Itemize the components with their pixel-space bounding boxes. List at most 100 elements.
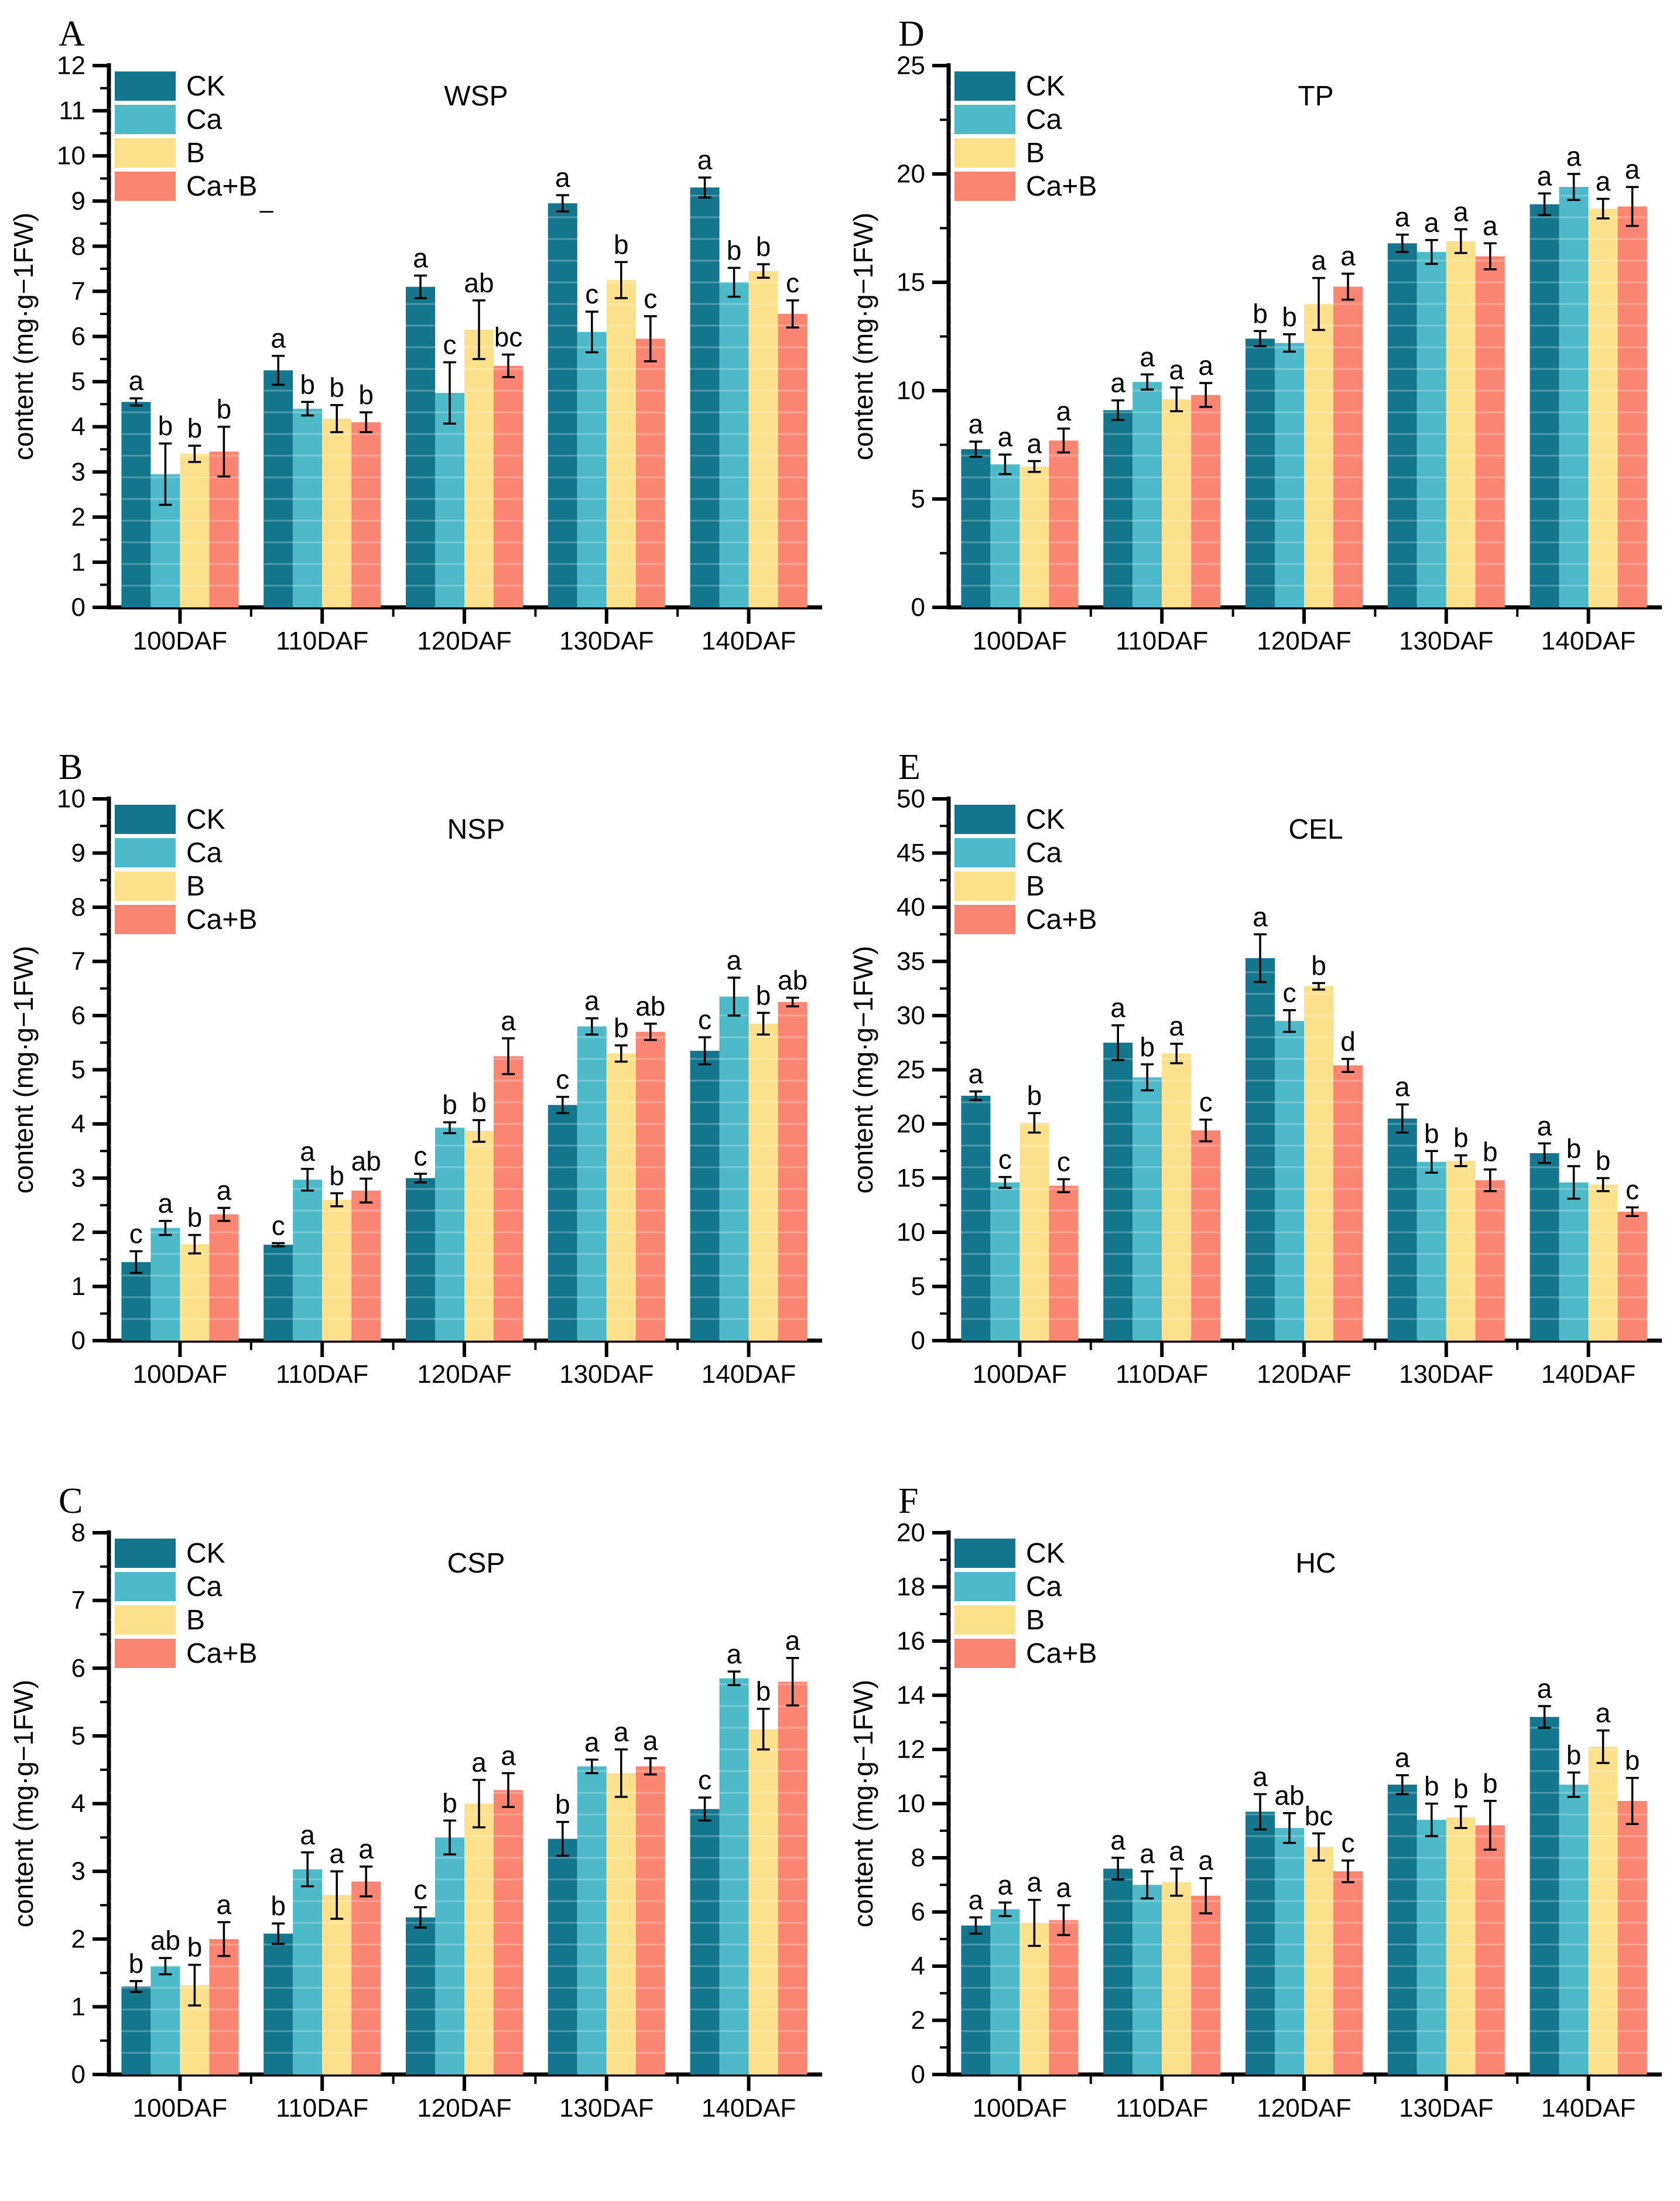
y-tick-label: 14 [897, 1681, 925, 1710]
bar-Ca-110DAF [293, 1869, 323, 2074]
bar-Ca+B-100DAF [209, 1939, 239, 2074]
bar-Ca-130DAF [1416, 1161, 1446, 1341]
error-bars [129, 976, 799, 1274]
x-tick-label: 120DAF [417, 627, 511, 655]
legend-swatch-B [954, 871, 1015, 901]
legend-label-Ca: Ca [186, 104, 223, 135]
bar-Ca-100DAF [990, 1182, 1020, 1341]
bar-CK-100DAF [121, 1262, 151, 1341]
bar-stripes [110, 1553, 820, 2054]
y-tick-label: 9 [71, 187, 85, 216]
y-axis-title: content (mg·g−1FW) [848, 946, 878, 1194]
sig-letter: ab [1274, 1780, 1304, 1811]
bar-Ca-110DAF [1132, 1077, 1162, 1341]
x-tick-label: 110DAF [276, 2094, 368, 2123]
legend-label-B: B [186, 871, 205, 902]
bar-Ca+B-140DAF [1617, 206, 1647, 607]
sig-letter: c [786, 268, 799, 298]
bar-Ca-130DAF [1416, 1820, 1446, 2074]
sig-letter: a [1253, 1761, 1268, 1792]
sig-letter: b [756, 231, 771, 262]
bar-CK-140DAF [690, 187, 720, 607]
x-tick-label: 120DAF [417, 2094, 511, 2123]
sig-letter: a [217, 1175, 232, 1205]
sig-letter: a [643, 1725, 658, 1756]
bar-B-110DAF [322, 418, 352, 607]
sig-letter: b [1027, 1081, 1042, 1111]
bars [961, 958, 1647, 1341]
sig-letter: b [1282, 302, 1297, 332]
sig-letter: a [1424, 207, 1439, 238]
bar-CK-110DAF [1103, 410, 1133, 607]
sig-letter: a [998, 422, 1013, 452]
y-tick-label: 0 [911, 1327, 925, 1355]
sig-letter: a [969, 1059, 984, 1089]
y-tick-label: 8 [71, 893, 85, 922]
sig-letter: a [1110, 1825, 1125, 1855]
legend-label-CK: CK [1026, 71, 1065, 102]
legend-swatch-Ca+B [954, 1639, 1015, 1668]
panel-B-NSP: c c c c c a a b a a b b b b b a ab a ab ab 0 1 2 3 4 5 6 7 8 9 10 100DA… [0, 733, 840, 1467]
sig-letter: b [129, 1948, 144, 1978]
sig-letter: b [1424, 1118, 1439, 1149]
bar-CK-130DAF [548, 203, 577, 608]
panel-title: TP [1298, 81, 1333, 112]
bar-Ca-120DAF [1275, 343, 1304, 607]
sig-letter: c [585, 279, 598, 309]
bar-Ca-140DAF [719, 282, 749, 607]
bar-CK-120DAF [406, 1917, 435, 2074]
sig-letter: a [271, 323, 286, 354]
sig-letter: ab [635, 991, 665, 1021]
y-axis-title: content (mg·g−1FW) [8, 946, 39, 1194]
bar-Ca+B-120DAF [494, 1056, 523, 1341]
sig-letter: b [1566, 1133, 1582, 1164]
y-tick-label: 18 [897, 1573, 925, 1601]
legend-swatch-Ca+B [954, 172, 1015, 201]
panel-letter: F [898, 1481, 918, 1521]
bar-B-120DAF [464, 1131, 494, 1341]
y-tick-label: 10 [897, 377, 925, 405]
sig-letter: a [1198, 1845, 1213, 1876]
sig-letter: b [187, 1932, 203, 1963]
x-tick-label: 140DAF [1541, 2094, 1635, 2123]
sig-letter: b [329, 1160, 344, 1191]
x-tick-label: 120DAF [417, 1360, 511, 1389]
sig-letter: a [1169, 1011, 1184, 1041]
y-tick-label: 8 [71, 232, 85, 261]
panel-title: NSP [447, 814, 505, 845]
sig-letter: bc [494, 322, 523, 352]
bar-Ca-120DAF [1275, 1828, 1304, 2074]
bar-Ca+B-130DAF [635, 1766, 665, 2074]
sig-letter: b [555, 1789, 570, 1820]
sig-letter: c [1057, 1146, 1070, 1177]
sig-letter: c [129, 1218, 143, 1249]
bar-B-110DAF [322, 1895, 352, 2074]
error-bars [969, 173, 1639, 476]
panel-D-TP: a a b a a a a b a a a a a a a a a a a a 0 5 10 15 20 25 100DAF 110D… [840, 0, 1680, 733]
sig-letter: a [158, 1188, 173, 1219]
sig-letter: a [1169, 1836, 1184, 1867]
panel-letter: E [898, 747, 921, 787]
panel-letter: D [898, 14, 925, 54]
bar-Ca+B-100DAF [209, 452, 239, 607]
bar-B-110DAF [1162, 399, 1192, 607]
bar-Ca-140DAF [719, 1678, 749, 2074]
sig-letter: a [969, 1885, 984, 1915]
x-tick-label: 140DAF [702, 1360, 796, 1389]
legend-label-CK: CK [186, 804, 225, 835]
sig-letter: a [584, 1727, 600, 1757]
sig-letter: ab [150, 1925, 180, 1956]
sig-letter: c [1283, 978, 1296, 1008]
bar-Ca+B-110DAF [1191, 1895, 1221, 2074]
y-tick-label: 3 [71, 457, 85, 486]
y-tick-label: 5 [71, 1721, 85, 1750]
y-tick-label: 10 [57, 142, 85, 170]
bar-Ca-130DAF [577, 331, 607, 607]
sig-letter: a [614, 1717, 629, 1747]
y-tick-label: 7 [71, 1586, 85, 1615]
y-tick-label: 6 [71, 322, 85, 351]
